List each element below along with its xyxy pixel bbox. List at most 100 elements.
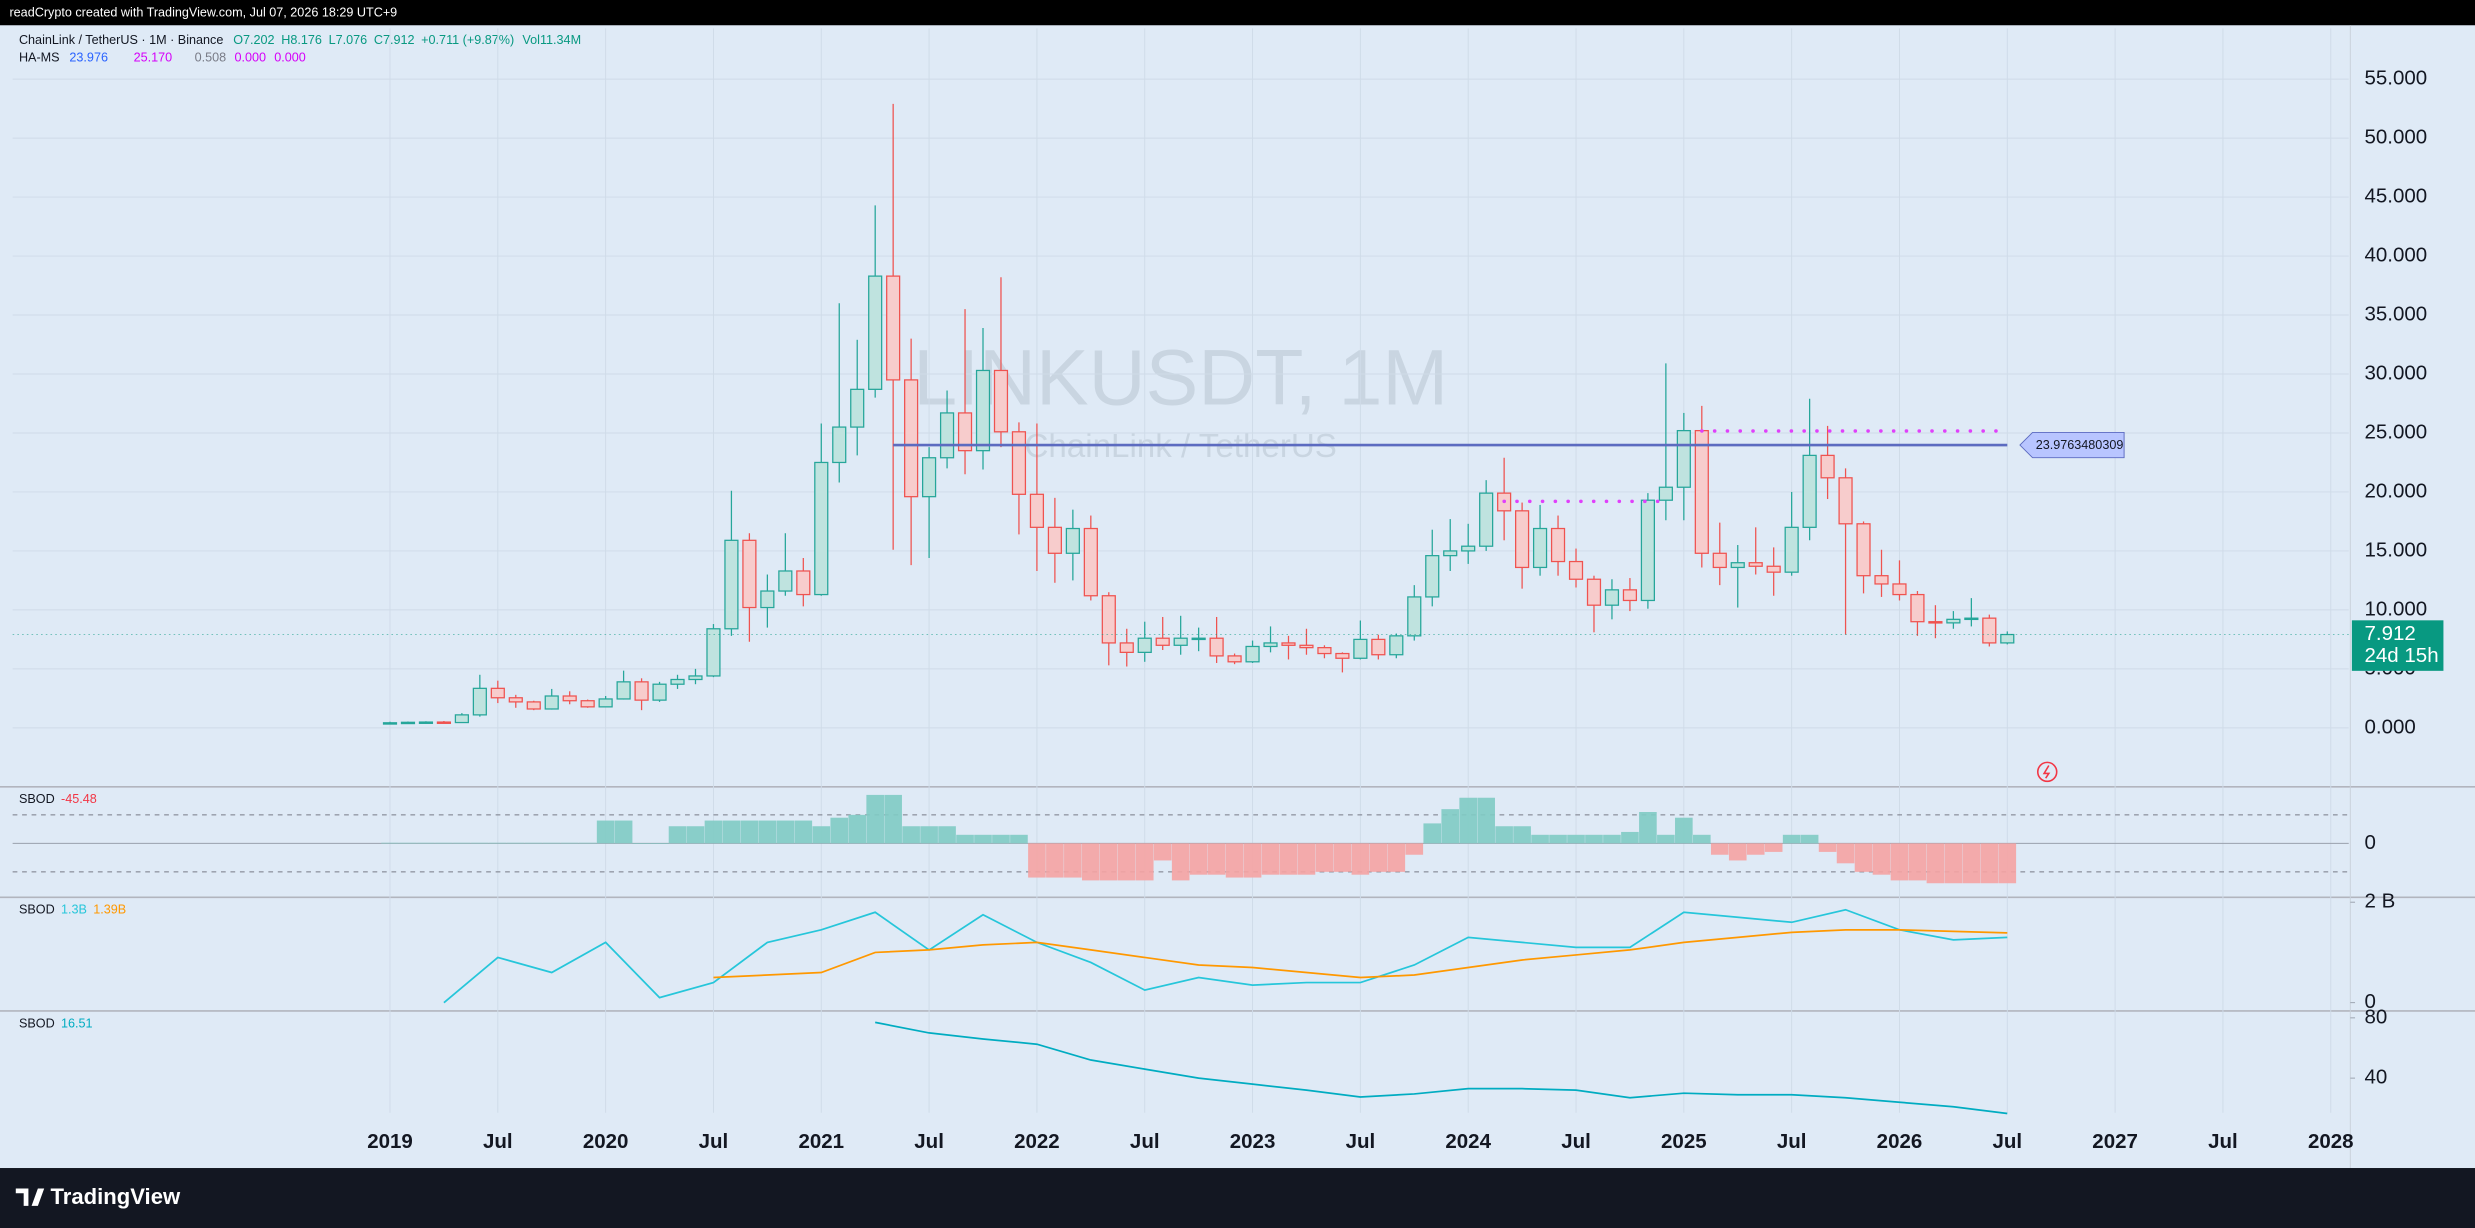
candle-body	[1874, 575, 1889, 585]
alert-icon-bolt	[2042, 765, 2051, 779]
candle-body	[1515, 510, 1530, 569]
last-price-box	[2351, 620, 2444, 671]
candle-body	[1982, 617, 1997, 644]
indicator-line: HA-MS 23.976 25.170 0.508 0.000 0.000	[19, 51, 306, 65]
histogram-bar	[1423, 823, 1442, 844]
candle-body	[939, 412, 955, 459]
candle-body	[1263, 642, 1278, 648]
histogram-bar	[542, 842, 561, 844]
candle-body	[1802, 454, 1817, 528]
histogram-bar	[956, 834, 974, 844]
candle-body	[742, 539, 757, 609]
histogram-bar	[1513, 826, 1531, 844]
histogram-bar	[974, 834, 992, 844]
pane-legend-value: -45.48	[61, 793, 97, 807]
candle-body	[1658, 486, 1673, 501]
histogram-bar	[1082, 843, 1100, 881]
candle-body	[814, 461, 829, 596]
histogram-bar	[812, 826, 831, 844]
histogram-bar	[1171, 843, 1190, 881]
candle-body	[1946, 618, 1961, 624]
histogram-bar	[866, 794, 884, 844]
candle-body	[1748, 562, 1763, 567]
histogram-bar	[1728, 843, 1747, 861]
candle-body	[1892, 583, 1907, 596]
candle-body	[1586, 578, 1602, 606]
ohlc: H8.176	[281, 33, 322, 47]
histogram-bar	[1872, 843, 1891, 875]
histogram-bar	[1315, 843, 1334, 872]
histogram-bar	[920, 826, 938, 844]
histogram-bar	[992, 834, 1010, 844]
candle-body	[1191, 637, 1206, 641]
x-tick-label: Jul	[914, 1130, 944, 1153]
candle-body	[1227, 655, 1242, 663]
histogram-bar	[1117, 843, 1136, 881]
histogram-bar	[686, 826, 705, 844]
candle-body	[1568, 560, 1584, 580]
candle-body	[1407, 596, 1422, 637]
histogram-bar	[704, 820, 723, 844]
candle-body	[1299, 644, 1314, 649]
candle-body	[1209, 637, 1224, 657]
candle-body	[418, 721, 434, 724]
histogram-bar	[1746, 843, 1765, 855]
histogram-bar	[1926, 843, 1945, 884]
x-tick-label: Jul	[1130, 1130, 1160, 1153]
pane-legend-value: 1.39B	[93, 903, 126, 917]
candle-body	[670, 678, 685, 685]
candle-body	[1047, 526, 1062, 554]
histogram-bar	[1207, 843, 1226, 875]
candle-body	[921, 457, 937, 498]
histogram-bar	[1028, 843, 1046, 878]
pane-title: SBOD	[19, 793, 55, 807]
histogram-bar	[1710, 843, 1729, 855]
indicator-name: HA-MS	[19, 51, 60, 65]
x-tick-label: Jul	[483, 1130, 513, 1153]
top-bar	[0, 0, 2475, 26]
alert-icon[interactable]	[2036, 761, 2058, 783]
pane-legend-value: 1.3B	[61, 903, 87, 917]
histogram-bar	[435, 842, 453, 844]
candle-body	[957, 412, 973, 452]
histogram-bar	[1908, 843, 1927, 881]
histogram-bar	[1890, 843, 1909, 881]
histogram-bar	[560, 842, 579, 844]
histogram-bar	[650, 843, 669, 844]
candle-body	[868, 275, 883, 390]
y-tick-label: 25.000	[2365, 420, 2428, 443]
candle-body	[1694, 429, 1709, 554]
candle-body	[1820, 454, 1835, 479]
x-tick-label: Jul	[1777, 1130, 1807, 1153]
series-line	[875, 1021, 2008, 1115]
histogram-bar	[614, 820, 633, 844]
candle-body	[1856, 523, 1871, 577]
x-tick-label: 2019	[367, 1130, 413, 1153]
candle-body	[580, 700, 595, 708]
histogram-bar	[1099, 843, 1118, 881]
y-tick-label: 10.000	[2365, 597, 2428, 620]
histogram-bar	[1441, 809, 1460, 844]
indicator-value: 0.508	[195, 51, 227, 65]
y-tick-label: 0	[2365, 990, 2376, 1013]
y-tick-label: 15.000	[2365, 538, 2428, 561]
histogram-bar	[1010, 834, 1028, 844]
candle-body	[1173, 637, 1188, 646]
candle-body	[1461, 545, 1476, 552]
x-tick-label: 2020	[583, 1130, 629, 1153]
candle-body	[778, 570, 793, 592]
candle-body	[1011, 431, 1027, 495]
histogram-bar	[1800, 834, 1819, 844]
histogram-bar	[1333, 843, 1352, 872]
histogram-bar	[1064, 843, 1082, 878]
y-tick-label: 80	[2365, 1005, 2388, 1028]
indicator-value: 25.170	[134, 51, 173, 65]
y-tick-label: 40	[2365, 1066, 2388, 1089]
histogram-bar	[938, 826, 956, 844]
series-line	[713, 928, 2008, 979]
histogram-bar	[1998, 843, 2017, 884]
histogram-bar	[1369, 843, 1388, 872]
pane-title: SBOD	[19, 903, 55, 917]
countdown-label: 24d 15h	[2365, 644, 2439, 667]
